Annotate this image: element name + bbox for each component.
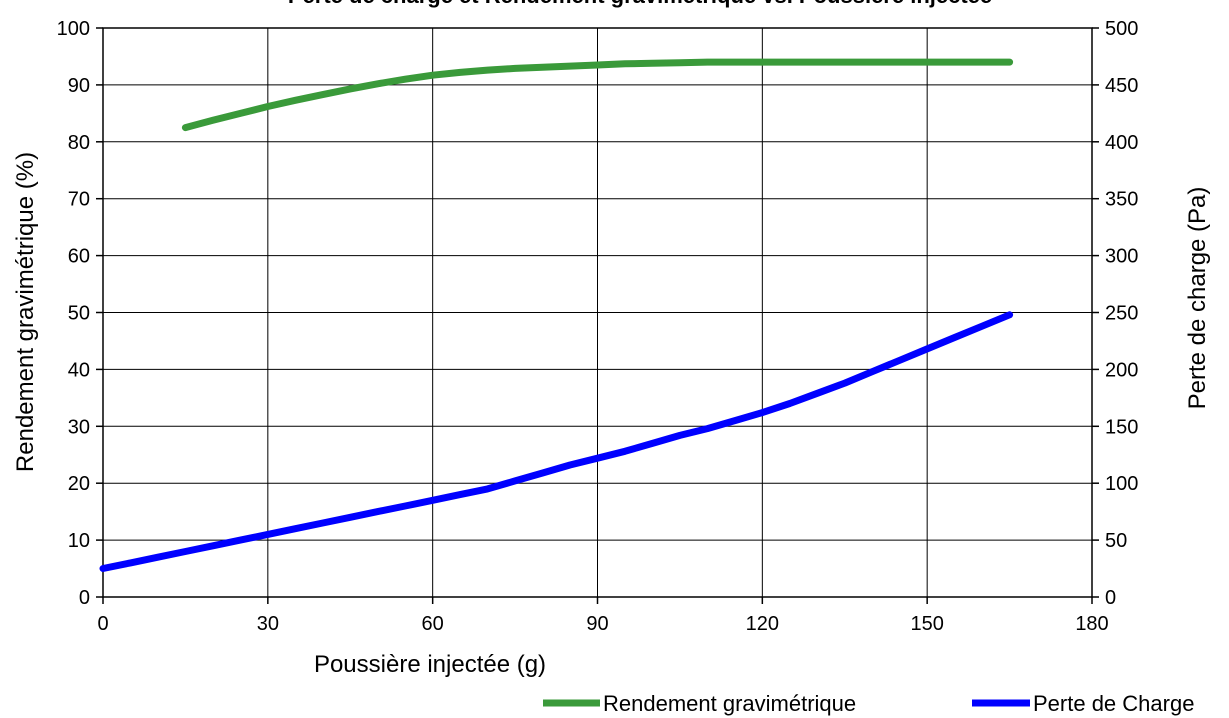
- y2-tick-label: 500: [1105, 18, 1138, 40]
- y2-tick-label: 300: [1105, 246, 1138, 268]
- x-axis-ticks: 0 30 60 90 120 150 180: [97, 597, 1109, 635]
- y2-tick-label: 100: [1105, 473, 1138, 495]
- y-axis-ticks: 0 10 20 30 40 50 60 70 80 90 100: [57, 18, 103, 609]
- y-tick-label: 0: [79, 587, 90, 609]
- legend-label-perte: Perte de Charge: [1033, 691, 1194, 716]
- x-tick-label: 180: [1075, 613, 1108, 635]
- series-layer: [99, 58, 1014, 572]
- y2-tick-label: 200: [1105, 359, 1138, 381]
- y-tick-label: 10: [68, 530, 90, 552]
- y-tick-label: 50: [68, 303, 90, 325]
- y-tick-label: 40: [68, 359, 90, 381]
- x-tick-label: 30: [257, 613, 279, 635]
- y2-tick-label: 250: [1105, 303, 1138, 325]
- y-tick-label: 70: [68, 189, 90, 211]
- y-axis-title: Rendement gravimétrique (%): [12, 152, 39, 472]
- x-tick-label: 120: [746, 613, 779, 635]
- y2-tick-label: 0: [1105, 587, 1116, 609]
- y-tick-label: 80: [68, 132, 90, 154]
- x-tick-label: 0: [97, 613, 108, 635]
- series-line-rendement-gravimetrique: [181, 58, 1014, 132]
- legend: Rendement gravimétrique Perte de Charge: [543, 691, 1194, 716]
- y-tick-label: 20: [68, 473, 90, 495]
- series-line-perte-de-charge: [99, 311, 1014, 572]
- y-tick-label: 60: [68, 246, 90, 268]
- chart-title: Perte de charge et Rendement gravimétriq…: [288, 0, 992, 8]
- y2-tick-label: 50: [1105, 530, 1127, 552]
- x-axis-title: Poussière injectée (g): [314, 651, 546, 678]
- y-tick-label: 30: [68, 416, 90, 438]
- y2-axis-title: Perte de charge (Pa): [1184, 187, 1211, 410]
- x-tick-label: 150: [910, 613, 943, 635]
- y2-axis-ticks: 0 50 100 150 200 250 300 350 400 450 500: [1092, 18, 1138, 609]
- y2-tick-label: 150: [1105, 416, 1138, 438]
- y2-tick-label: 450: [1105, 75, 1138, 97]
- y-tick-label: 100: [57, 18, 90, 40]
- legend-label-rendement: Rendement gravimétrique: [603, 691, 856, 716]
- y-tick-label: 90: [68, 75, 90, 97]
- x-tick-label: 90: [586, 613, 608, 635]
- y2-tick-label: 400: [1105, 132, 1138, 154]
- x-tick-label: 60: [422, 613, 444, 635]
- y2-tick-label: 350: [1105, 189, 1138, 211]
